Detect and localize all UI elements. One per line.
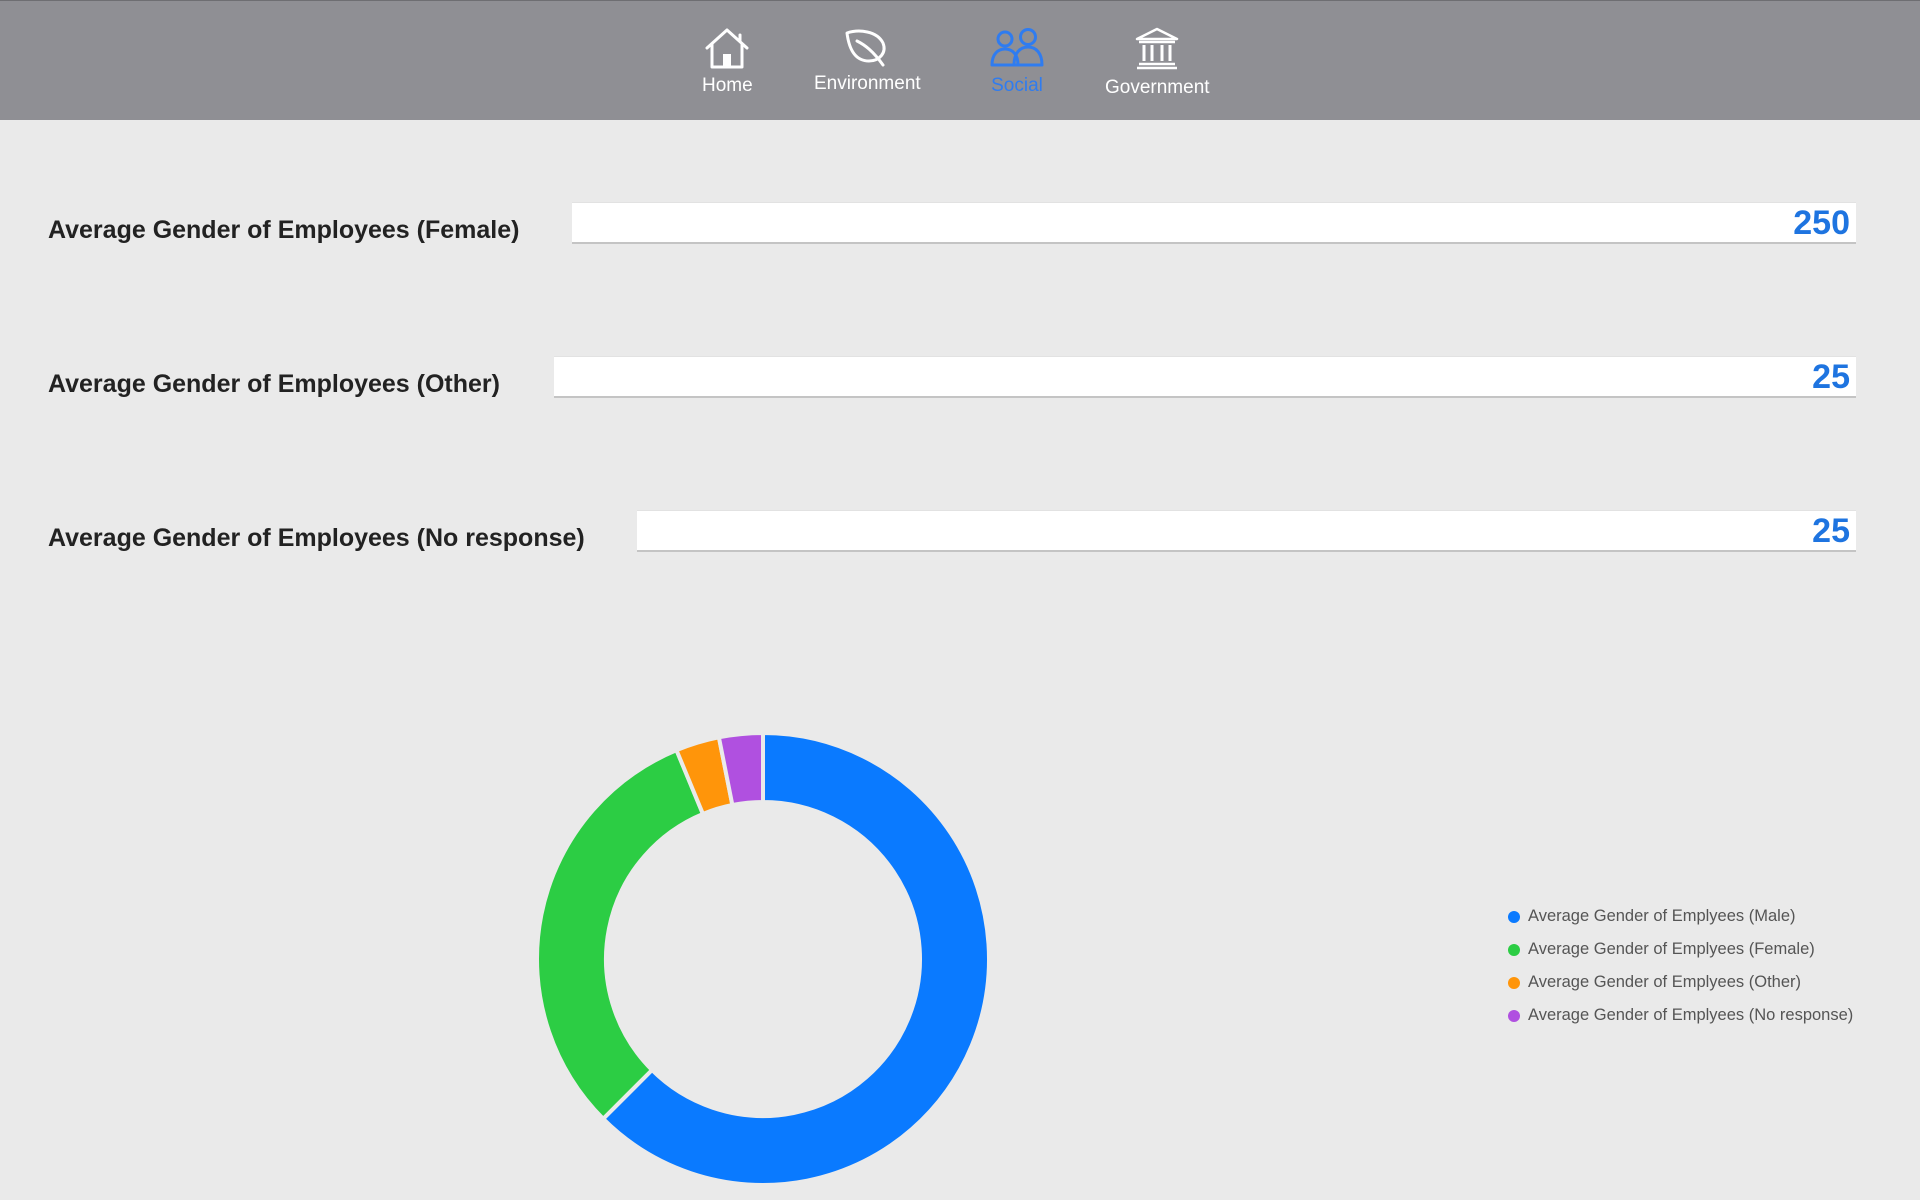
legend-item-3[interactable]: Average Gender of Emplyees (No response) xyxy=(1508,999,1853,1032)
legend-dot-1 xyxy=(1508,943,1520,956)
legend-item-0[interactable]: Average Gender of Emplyees (Male) xyxy=(1508,900,1853,933)
people-icon xyxy=(990,27,1044,69)
leaf-icon xyxy=(843,27,891,67)
institution-icon xyxy=(1135,27,1179,71)
legend-item-1[interactable]: Average Gender of Emplyees (Female) xyxy=(1508,933,1853,966)
tab-home[interactable]: Home xyxy=(702,27,753,97)
legend-label-1: Average Gender of Emplyees (Female) xyxy=(1528,940,1815,958)
metric-female-value[interactable]: 250 xyxy=(572,202,1856,244)
metric-other-label: Average Gender of Employees (Other) xyxy=(48,370,500,398)
donut-slice-1[interactable] xyxy=(535,747,706,1122)
metric-no-response-label: Average Gender of Employees (No response… xyxy=(48,524,585,552)
tab-social[interactable]: Social xyxy=(990,27,1044,97)
legend-label-3: Average Gender of Emplyees (No response) xyxy=(1528,1006,1854,1024)
metric-no-response-value[interactable]: 25 xyxy=(637,510,1856,552)
chart-legend: Average Gender of Emplyees (Male) Average… xyxy=(1508,900,1853,1032)
tab-government-label: Government xyxy=(1105,77,1210,98)
top-navigation-bar: Home Environment Social xyxy=(0,0,1920,120)
legend-item-2[interactable]: Average Gender of Emplyees (Other) xyxy=(1508,966,1853,999)
home-icon xyxy=(703,27,751,69)
tab-environment[interactable]: Environment xyxy=(814,27,921,95)
legend-label-2: Average Gender of Emplyees (Other) xyxy=(1528,973,1801,991)
tab-environment-label: Environment xyxy=(814,73,921,94)
metric-female-label: Average Gender of Employees (Female) xyxy=(48,216,520,244)
legend-dot-3 xyxy=(1508,1009,1520,1022)
legend-dot-2 xyxy=(1508,976,1520,989)
donut-slice-3[interactable] xyxy=(716,730,765,808)
donut-slice-0[interactable] xyxy=(600,730,991,1187)
legend-label-0: Average Gender of Emplyees (Male) xyxy=(1528,907,1796,925)
tab-social-label: Social xyxy=(991,75,1043,96)
tab-government[interactable]: Government xyxy=(1105,27,1210,99)
gender-donut-chart xyxy=(535,730,991,1187)
tab-home-label: Home xyxy=(702,75,753,96)
legend-dot-0 xyxy=(1508,910,1520,923)
metric-other-value[interactable]: 25 xyxy=(554,356,1856,398)
